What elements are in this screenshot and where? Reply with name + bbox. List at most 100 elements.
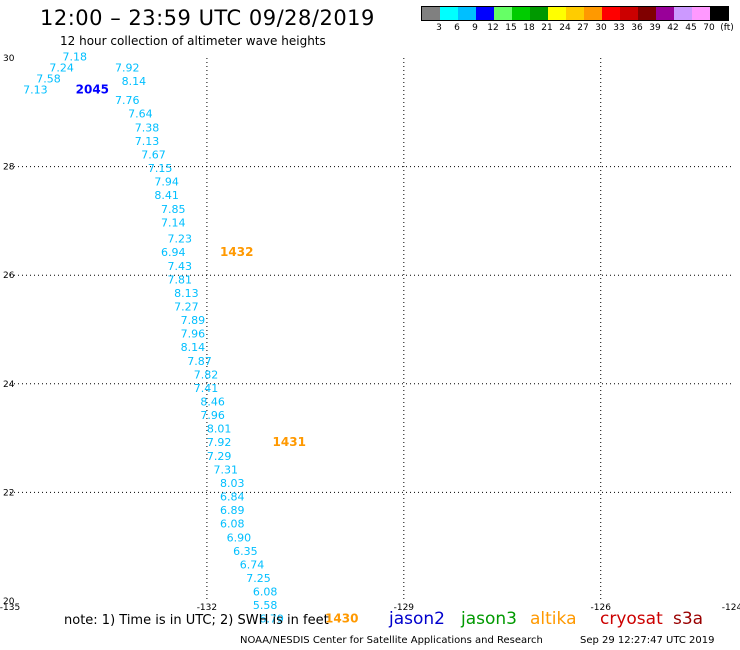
wave-height-value: 8.01 <box>207 423 232 436</box>
legend-swatch <box>656 7 674 20</box>
map-title: 12:00 – 23:59 UTC 09/28/2019 <box>40 6 375 30</box>
satellite-name-jason2: jason2 <box>389 609 445 629</box>
wave-height-value: 7.94 <box>154 176 179 189</box>
legend-label: 21 <box>541 23 553 33</box>
wave-height-value: 7.67 <box>141 148 166 161</box>
wave-height-value: 7.41 <box>194 382 219 395</box>
legend-label: 36 <box>631 23 643 33</box>
legend-swatch <box>548 7 566 20</box>
wave-height-value: 7.38 <box>135 121 160 134</box>
wave-height-color-legend: 3 6 9 12 15 18 21 24 27 30 33 36 39 42 45 70 (ft) <box>421 6 734 33</box>
lon-tick-label: -124 <box>722 603 740 613</box>
wave-height-value: 7.43 <box>168 260 193 273</box>
legend-swatch <box>566 7 584 20</box>
legend-swatch <box>494 7 512 20</box>
lat-tick-label: 24 <box>3 380 15 390</box>
wave-height-value: 8.14 <box>122 75 147 88</box>
legend-label: 24 <box>559 23 571 33</box>
lat-tick-label: 20 <box>3 597 15 607</box>
wave-height-value: 7.82 <box>194 368 219 381</box>
wave-height-value: 8.03 <box>220 477 245 490</box>
wave-height-value: 7.89 <box>181 314 206 327</box>
wave-height-value: 6.08 <box>253 586 278 599</box>
legend-swatch <box>638 7 656 20</box>
legend-label: 9 <box>472 23 478 33</box>
legend-label: (ft) <box>720 23 734 33</box>
legend-swatch <box>440 7 458 20</box>
pass-time-label: 2045 <box>76 82 109 96</box>
satellite-name-cryosat: cryosat <box>600 609 663 629</box>
legend-label: 33 <box>613 23 625 33</box>
legend-swatch <box>602 7 620 20</box>
pass-time-label: 1430 <box>325 612 358 626</box>
legend-label: 12 <box>487 23 499 33</box>
wave-height-value: 6.84 <box>220 491 245 504</box>
legend-swatch <box>692 7 710 20</box>
pass-time-label: 1432 <box>220 245 253 259</box>
legend-label: 70 <box>703 23 715 33</box>
lat-tick-label: 28 <box>3 163 15 173</box>
legend-labels: 3 6 9 12 15 18 21 24 27 30 33 36 39 42 45 70 (ft) <box>421 21 734 33</box>
map-subtitle: 12 hour collection of altimeter wave hei… <box>60 34 326 48</box>
legend-label: 42 <box>667 23 679 33</box>
legend-swatch <box>476 7 494 20</box>
legend-swatch <box>710 7 728 20</box>
legend-swatch <box>512 7 530 20</box>
legend-swatch <box>584 7 602 20</box>
wave-height-value: 6.89 <box>220 504 245 517</box>
wave-height-value: 7.23 <box>168 233 193 246</box>
wave-height-value: 7.29 <box>207 450 232 463</box>
wave-height-value: 7.27 <box>174 300 199 313</box>
legend-label: 30 <box>595 23 607 33</box>
wave-height-value: 6.90 <box>227 531 252 544</box>
wave-height-value: 7.18 <box>63 51 88 64</box>
wave-height-value: 7.96 <box>200 409 225 422</box>
wave-height-value: 7.15 <box>148 162 173 175</box>
wave-height-value: 7.92 <box>115 62 140 75</box>
satellite-name-s3a: s3a <box>673 609 704 629</box>
wave-height-value: 7.24 <box>49 62 74 75</box>
legend-label: 18 <box>523 23 535 33</box>
wave-height-value: 8.13 <box>174 287 199 300</box>
wave-height-value: 7.87 <box>187 355 212 368</box>
wave-height-value: 7.92 <box>207 436 232 449</box>
units-note: note: 1) Time is in UTC; 2) SWH is in fe… <box>64 613 329 628</box>
legend-swatch <box>674 7 692 20</box>
wave-height-value: 7.76 <box>115 94 140 107</box>
wave-height-value: 7.58 <box>36 72 61 85</box>
wave-height-value: 7.13 <box>23 83 48 96</box>
legend-swatch <box>422 7 440 20</box>
wave-height-value: 6.08 <box>220 518 245 531</box>
satellite-name-altika: altika <box>530 609 577 629</box>
lon-tick-label: -132 <box>197 603 217 613</box>
lat-tick-label: 30 <box>3 54 15 64</box>
wave-height-value: 7.14 <box>161 216 186 229</box>
pass-time-label: 1431 <box>273 435 306 449</box>
legend-swatch <box>458 7 476 20</box>
wave-height-value: 7.96 <box>181 328 206 341</box>
lon-tick-label: -129 <box>394 603 415 613</box>
wave-height-value: 6.94 <box>161 246 186 259</box>
legend-swatch <box>620 7 638 20</box>
legend-label: 6 <box>454 23 460 33</box>
wave-height-value: 7.13 <box>135 135 160 148</box>
legend-label: 15 <box>505 23 517 33</box>
wave-height-value: 7.31 <box>213 463 238 476</box>
wave-height-value: 8.14 <box>181 341 206 354</box>
wave-height-value: 7.81 <box>168 273 193 286</box>
wave-height-value: 6.79 <box>259 613 284 626</box>
legend-label: 39 <box>649 23 661 33</box>
lat-tick-label: 26 <box>3 271 15 281</box>
wave-height-value: 7.64 <box>128 108 153 121</box>
satellite-name-jason3: jason3 <box>461 609 517 629</box>
wave-height-value: 7.25 <box>246 572 270 585</box>
legend-swatches <box>421 6 729 21</box>
wave-height-value: 6.74 <box>240 558 265 571</box>
legend-label: 27 <box>577 23 589 33</box>
wave-height-value: 8.46 <box>200 396 225 409</box>
wave-height-value: 5.58 <box>253 599 278 612</box>
lat-tick-label: 22 <box>3 488 14 498</box>
legend-label: 3 <box>436 23 442 33</box>
legend-label: 45 <box>685 23 697 33</box>
